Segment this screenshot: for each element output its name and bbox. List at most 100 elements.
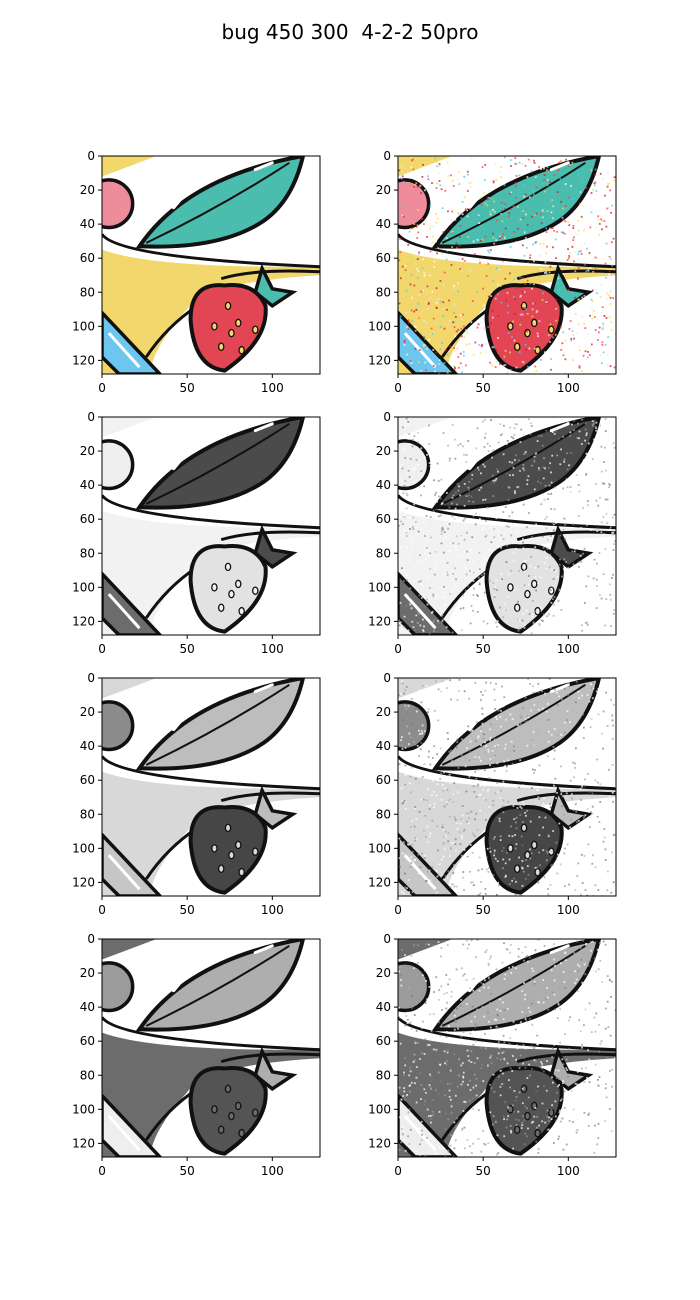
y-tick-label: 120: [72, 1136, 95, 1150]
x-tick-label: 100: [557, 1164, 580, 1178]
y-tick-label: 100: [72, 841, 95, 855]
y-tick-label: 20: [376, 183, 391, 197]
y-tick-label: 60: [80, 1034, 95, 1048]
image-panel-2-2: 0 50 100 0 20 40 60 80 100 120: [368, 410, 617, 656]
y-tick-label: 40: [80, 478, 95, 492]
y-tick-label: 40: [376, 1000, 391, 1014]
y-tick-label: 120: [72, 875, 95, 889]
y-tick-label: 60: [80, 773, 95, 787]
axes-frame: [101, 416, 321, 636]
y-tick-label: 40: [80, 1000, 95, 1014]
x-tick-label: 50: [476, 381, 491, 395]
axes-frame: [101, 155, 321, 375]
axes-frame: [397, 677, 617, 897]
y-tick-label: 60: [80, 512, 95, 526]
y-tick-label: 80: [80, 807, 95, 821]
x-tick-label: 100: [557, 903, 580, 917]
x-tick-label: 100: [557, 642, 580, 656]
y-tick-label: 120: [368, 1136, 391, 1150]
x-tick-label: 0: [394, 903, 402, 917]
x-tick-label: 0: [394, 1164, 402, 1178]
y-tick-label: 120: [72, 353, 95, 367]
x-tick-label: 0: [98, 903, 106, 917]
y-tick-label: 0: [87, 410, 95, 424]
y-tick-label: 40: [376, 478, 391, 492]
x-tick-label: 100: [557, 381, 580, 395]
x-tick-label: 0: [98, 1164, 106, 1178]
image-panel-1-2: 0 50 100 0 20 40 60 80 100 120: [368, 149, 617, 395]
y-tick-label: 80: [376, 546, 391, 560]
y-tick-label: 100: [368, 841, 391, 855]
image-panel-3-2: 0 50 100 0 20 40 60 80 100 120: [368, 671, 617, 917]
y-tick-label: 60: [80, 251, 95, 265]
y-tick-label: 60: [376, 773, 391, 787]
y-tick-label: 80: [376, 1068, 391, 1082]
y-tick-label: 100: [368, 319, 391, 333]
image-content: [102, 939, 320, 1157]
x-tick-label: 50: [476, 1164, 491, 1178]
image-content: [398, 939, 616, 1157]
image-content: [102, 417, 320, 635]
y-tick-label: 80: [376, 285, 391, 299]
x-tick-label: 0: [98, 642, 106, 656]
axes-frame: [101, 677, 321, 897]
y-tick-label: 40: [80, 739, 95, 753]
y-tick-label: 100: [72, 580, 95, 594]
y-tick-label: 20: [376, 966, 391, 980]
x-tick-label: 100: [261, 381, 284, 395]
image-panel-4-1: 0 50 100 0 20 40 60 80 100 120: [72, 932, 321, 1178]
x-tick-label: 0: [98, 381, 106, 395]
y-tick-label: 80: [80, 285, 95, 299]
x-tick-label: 0: [394, 642, 402, 656]
y-tick-label: 100: [72, 1102, 95, 1116]
y-tick-label: 60: [376, 512, 391, 526]
y-tick-label: 120: [368, 875, 391, 889]
y-tick-label: 0: [87, 671, 95, 685]
y-tick-label: 40: [376, 739, 391, 753]
y-tick-label: 0: [87, 149, 95, 163]
image-panel-2-1: 0 50 100 0 20 40 60 80 100 120: [72, 410, 321, 656]
x-tick-label: 100: [261, 642, 284, 656]
y-tick-label: 20: [80, 705, 95, 719]
y-tick-label: 100: [368, 1102, 391, 1116]
image-content: [398, 678, 616, 896]
y-tick-label: 80: [80, 1068, 95, 1082]
x-tick-label: 50: [180, 903, 195, 917]
y-tick-label: 80: [80, 546, 95, 560]
y-tick-label: 20: [80, 183, 95, 197]
image-panel-1-1: 0 50 100 0 20 40 60 80 100 120: [72, 149, 321, 395]
image-content: [398, 156, 616, 374]
image-panel-4-2: 0 50 100 0 20 40 60 80 100 120: [368, 932, 617, 1178]
y-tick-label: 0: [87, 932, 95, 946]
axes-frame: [397, 155, 617, 375]
x-tick-label: 50: [180, 381, 195, 395]
y-tick-label: 60: [376, 1034, 391, 1048]
image-content: [398, 417, 616, 635]
y-tick-label: 120: [72, 614, 95, 628]
y-tick-label: 60: [376, 251, 391, 265]
y-tick-label: 120: [368, 353, 391, 367]
x-tick-label: 50: [180, 1164, 195, 1178]
y-tick-label: 0: [383, 410, 391, 424]
image-content: [102, 156, 320, 374]
y-tick-label: 120: [368, 614, 391, 628]
y-tick-label: 20: [376, 705, 391, 719]
y-tick-label: 80: [376, 807, 391, 821]
x-tick-label: 0: [394, 381, 402, 395]
y-tick-label: 20: [80, 966, 95, 980]
x-tick-label: 50: [476, 903, 491, 917]
x-tick-label: 100: [261, 1164, 284, 1178]
axes-frame: [397, 416, 617, 636]
x-tick-label: 100: [261, 903, 284, 917]
y-tick-label: 0: [383, 149, 391, 163]
y-tick-label: 20: [376, 444, 391, 458]
y-tick-label: 0: [383, 671, 391, 685]
y-tick-label: 20: [80, 444, 95, 458]
figure-title: bug 450 300 4-2-2 50pro: [221, 20, 479, 44]
axes-frame: [101, 938, 321, 1158]
y-tick-label: 100: [368, 580, 391, 594]
x-tick-label: 50: [180, 642, 195, 656]
image-content: [102, 678, 320, 896]
axes-frame: [397, 938, 617, 1158]
